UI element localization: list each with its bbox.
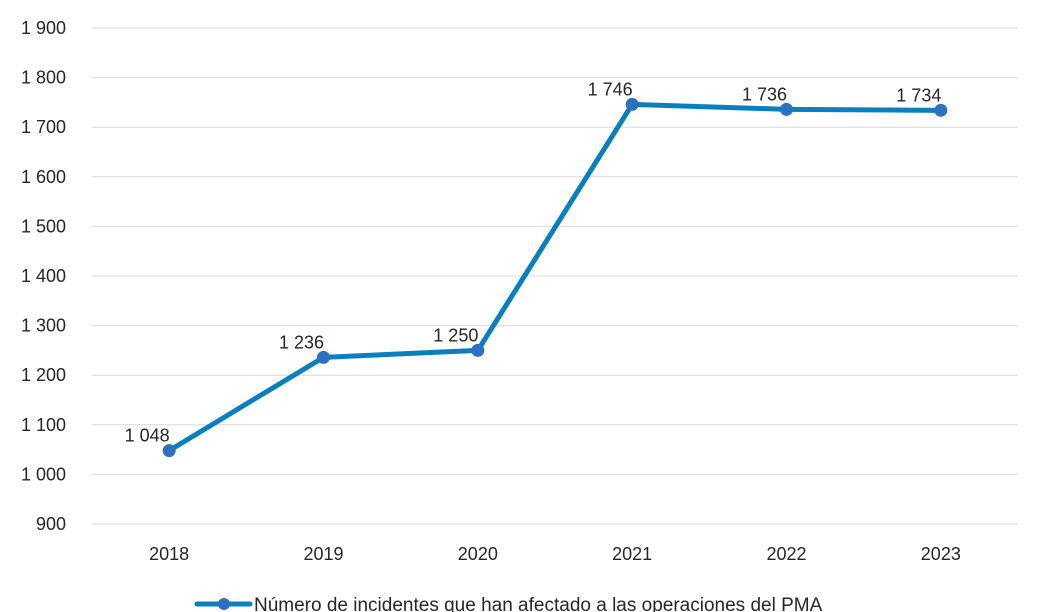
x-tick-label: 2022	[766, 544, 806, 564]
y-tick-label: 1 100	[21, 415, 66, 435]
data-label-2022: 1 736	[742, 84, 787, 104]
y-tick-label: 1 500	[21, 216, 66, 236]
y-tick-label: 1 900	[21, 18, 66, 38]
y-tick-label: 1 000	[21, 464, 66, 484]
y-tick-label: 1 600	[21, 167, 66, 187]
x-tick-label: 2020	[458, 544, 498, 564]
data-point-2020	[471, 343, 485, 357]
data-label-2023: 1 734	[896, 85, 941, 105]
y-axis-ticks: 900 1 000 1 100 1 200 1 300 1 400 1 500 1 600 1 …	[21, 18, 66, 534]
y-tick-label: 1 800	[21, 68, 66, 88]
data-label-2020: 1 250	[433, 325, 478, 345]
data-point-2018	[162, 444, 176, 458]
data-label-2019: 1 236	[279, 332, 324, 352]
data-label-2018: 1 048	[125, 426, 170, 446]
y-tick-label: 1 200	[21, 365, 66, 385]
series-line	[166, 101, 944, 454]
y-tick-label: 900	[36, 514, 66, 534]
data-point-2021	[625, 97, 639, 111]
x-tick-label: 2018	[149, 544, 189, 564]
data-labels: 1 048 1 236 1 250 1 746 1 736 1 734	[125, 79, 942, 445]
x-tick-label: 2021	[612, 544, 652, 564]
y-tick-label: 1 400	[21, 266, 66, 286]
data-point-2023	[934, 103, 948, 117]
data-point-2022	[780, 102, 793, 116]
x-axis-ticks: 2018 2019 2020 2021 2022 2023	[149, 544, 961, 564]
data-point-2019	[317, 350, 330, 364]
data-label-2021: 1 746	[588, 79, 633, 99]
x-tick-label: 2019	[303, 544, 343, 564]
y-tick-label: 1 300	[21, 316, 66, 336]
legend-marker	[218, 598, 230, 610]
gridlines	[92, 27, 1018, 525]
legend: Número de incidentes que han afectado a …	[194, 595, 823, 612]
series	[162, 97, 948, 458]
legend-label: Número de incidentes que han afectado a …	[254, 595, 823, 612]
y-tick-label: 1 700	[21, 117, 66, 137]
x-tick-label: 2023	[921, 544, 961, 564]
